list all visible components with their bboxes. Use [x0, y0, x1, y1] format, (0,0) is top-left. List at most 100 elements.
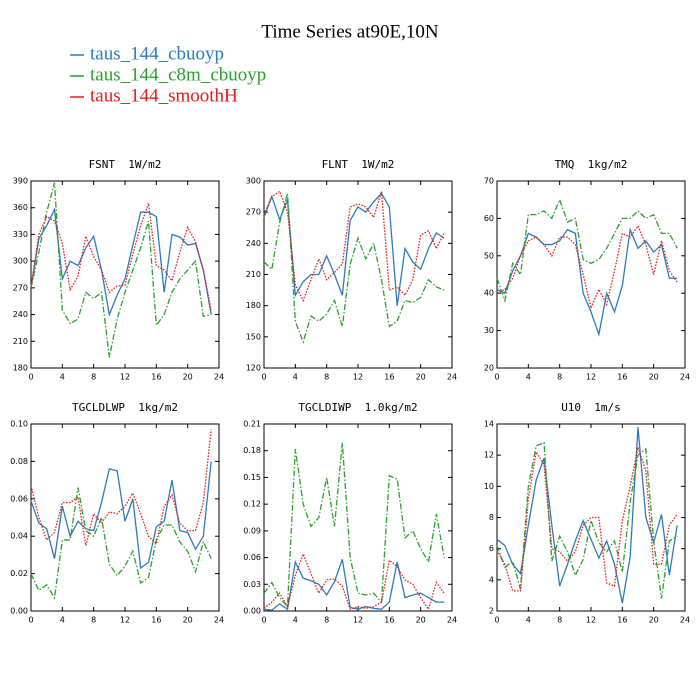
x-tick-label: 12 [586, 373, 596, 382]
y-tick-label: 360 [13, 203, 28, 212]
x-tick-label: 24 [447, 616, 457, 625]
y-tick-label: 0.00 [243, 607, 261, 616]
x-tick-label: 20 [649, 373, 659, 382]
y-tick-label: 0.15 [243, 473, 261, 482]
x-tick-label: 4 [60, 616, 65, 625]
x-tick-label: 4 [293, 616, 298, 625]
y-tick-label: 12 [484, 451, 494, 460]
y-tick-label: 0.12 [243, 500, 261, 509]
y-tick-label: 210 [246, 270, 261, 279]
y-tick-label: 6 [489, 544, 494, 553]
y-tick-label: 240 [246, 239, 261, 248]
legend-label: taus_144_smoothH [90, 85, 238, 106]
x-tick-label: 8 [557, 373, 562, 382]
y-tick-label: 270 [246, 208, 261, 217]
y-tick-label: 300 [246, 177, 261, 186]
panel-title: FSNT 1W/m2 [89, 158, 162, 171]
series-line [263, 442, 445, 609]
panel-title: TGCLDIWP 1.0kg/m2 [298, 401, 417, 414]
y-tick-label: 20 [484, 364, 494, 373]
panel-title: FLNT 1W/m2 [322, 158, 395, 171]
x-tick-label: 16 [151, 373, 161, 382]
y-tick-label: 4 [489, 575, 494, 584]
y-tick-label: 14 [484, 420, 494, 429]
x-tick-label: 0 [494, 616, 499, 625]
y-tick-label: 120 [246, 364, 261, 373]
x-tick-label: 24 [680, 373, 690, 382]
y-tick-label: 0.03 [243, 580, 261, 589]
x-tick-label: 12 [120, 373, 130, 382]
series-line [263, 193, 445, 345]
x-tick-label: 20 [416, 373, 426, 382]
series-line [30, 461, 212, 570]
y-tick-label: 240 [13, 310, 28, 319]
panel-title: U10 1m/s [561, 401, 621, 414]
x-tick-label: 24 [214, 373, 224, 382]
y-tick-label: 30 [484, 326, 494, 335]
series-line [496, 441, 678, 599]
y-tick-label: 0.09 [243, 526, 261, 535]
plot-frame [30, 180, 220, 369]
y-tick-label: 180 [246, 301, 261, 310]
x-tick-label: 4 [526, 616, 531, 625]
y-tick-label: 0.02 [10, 569, 28, 578]
x-tick-label: 16 [384, 616, 394, 625]
series-line [30, 487, 212, 600]
x-tick-label: 0 [28, 373, 33, 382]
x-tick-label: 20 [183, 373, 193, 382]
x-tick-label: 0 [261, 373, 266, 382]
x-tick-label: 8 [91, 616, 96, 625]
y-tick-label: 0.08 [10, 457, 28, 466]
y-tick-label: 10 [484, 482, 494, 491]
x-tick-label: 24 [680, 616, 690, 625]
y-tick-label: 0.21 [243, 420, 261, 429]
x-tick-label: 20 [183, 616, 193, 625]
x-tick-label: 16 [617, 616, 627, 625]
x-tick-label: 12 [353, 373, 363, 382]
y-tick-label: 0.00 [10, 607, 28, 616]
page-title: Time Series at90E,10N [261, 21, 438, 42]
y-tick-label: 210 [13, 337, 28, 346]
y-tick-label: 0.04 [10, 532, 28, 541]
plot-frame [496, 180, 686, 369]
x-tick-label: 4 [293, 373, 298, 382]
legend-label: taus_144_cbuoyp [90, 43, 224, 64]
x-tick-label: 8 [324, 373, 329, 382]
x-tick-label: 0 [261, 616, 266, 625]
y-tick-label: 8 [489, 513, 494, 522]
x-tick-label: 8 [91, 373, 96, 382]
series-line [30, 429, 212, 546]
y-tick-label: 0.06 [10, 494, 28, 503]
series-line [263, 190, 445, 303]
x-tick-label: 16 [384, 373, 394, 382]
x-tick-label: 8 [324, 616, 329, 625]
series-line [263, 559, 445, 611]
panel-title: TMQ 1kg/m2 [555, 158, 628, 171]
y-tick-label: 180 [13, 364, 28, 373]
plot-frame [496, 423, 686, 612]
x-tick-label: 16 [617, 373, 627, 382]
series-line [30, 203, 212, 311]
y-tick-label: 60 [484, 214, 494, 223]
y-tick-label: 40 [484, 289, 494, 298]
x-tick-label: 4 [526, 373, 531, 382]
y-tick-label: 270 [13, 283, 28, 292]
series-line [496, 197, 678, 304]
x-tick-label: 12 [586, 616, 596, 625]
series-line [496, 427, 678, 604]
series-line [263, 192, 445, 306]
series-line [30, 182, 212, 358]
y-tick-label: 0.06 [243, 553, 261, 562]
y-tick-label: 300 [13, 257, 28, 266]
x-tick-label: 20 [649, 616, 659, 625]
series-line [263, 552, 445, 611]
x-tick-label: 0 [494, 373, 499, 382]
y-tick-label: 2 [489, 607, 494, 616]
series-line [496, 444, 678, 592]
x-tick-label: 0 [28, 616, 33, 625]
x-tick-label: 20 [416, 616, 426, 625]
panel-title: TGCLDLWP 1kg/m2 [72, 401, 178, 414]
y-tick-label: 50 [484, 251, 494, 260]
series-line [30, 207, 212, 317]
